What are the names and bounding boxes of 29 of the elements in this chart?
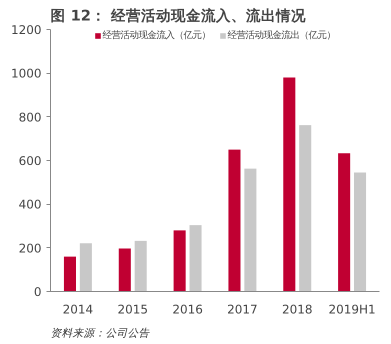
bar <box>174 230 186 292</box>
bar <box>64 256 76 292</box>
bar <box>228 150 240 292</box>
bar <box>134 240 147 292</box>
bar <box>244 168 256 292</box>
x-tick-label: 2014 <box>62 302 94 316</box>
legend-label: 经营活动现金流入（亿元） <box>102 29 210 42</box>
y-tick-label: 1200 <box>10 23 42 37</box>
y-tick-label: 400 <box>18 198 42 212</box>
y-tick-label: 600 <box>18 154 42 168</box>
x-tick-label: 2015 <box>117 302 148 316</box>
y-tick-label: 1000 <box>10 66 42 81</box>
bar <box>80 243 92 292</box>
chart-title: 图 12： 经营活动现金流入、流出情况 <box>50 6 308 24</box>
x-tick-label: 2018 <box>282 302 313 316</box>
bar <box>299 125 312 292</box>
y-tick-label: 200 <box>18 241 42 256</box>
text: 资料来源：公司公告 <box>50 326 150 340</box>
legend-label: 经营活动现金流出（亿元） <box>228 29 336 42</box>
bar <box>190 225 202 292</box>
x-tick-label: 2016 <box>172 302 203 316</box>
x-tick-label: 2019H1 <box>328 302 376 316</box>
bar <box>338 153 350 292</box>
bar <box>354 172 366 292</box>
y-tick-label: 800 <box>18 110 42 124</box>
bar <box>283 78 296 292</box>
x-tick-label: 2017 <box>227 302 258 316</box>
bar <box>118 248 131 292</box>
y-tick-label: 0 <box>34 285 42 299</box>
